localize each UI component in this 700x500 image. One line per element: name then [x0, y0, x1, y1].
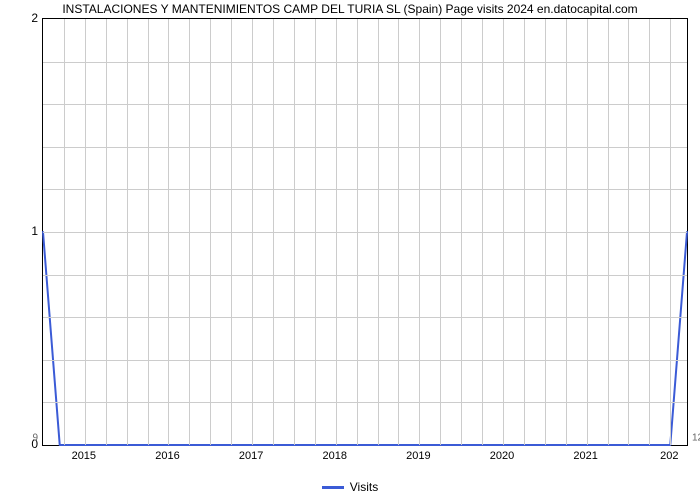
gridline-v: [336, 19, 337, 445]
gridline-h: [43, 147, 687, 148]
gridline-v: [670, 19, 671, 445]
gridline-v: [524, 19, 525, 445]
chart-container: INSTALACIONES Y MANTENIMIENTOS CAMP DEL …: [0, 0, 700, 500]
legend-swatch: [322, 486, 344, 489]
chart-title: INSTALACIONES Y MANTENIMIENTOS CAMP DEL …: [0, 2, 700, 16]
gridline-v: [608, 19, 609, 445]
gridline-v: [106, 19, 107, 445]
x-tick-label: 2017: [239, 450, 263, 462]
x-tick-label: 2020: [490, 450, 514, 462]
small-label-left: 9: [32, 433, 38, 444]
x-tick-label: 2019: [406, 450, 430, 462]
gridline-v: [440, 19, 441, 445]
gridline-v: [127, 19, 128, 445]
gridline-h: [43, 232, 687, 233]
gridline-v: [189, 19, 190, 445]
gridline-v: [294, 19, 295, 445]
gridline-v: [419, 19, 420, 445]
gridline-h: [43, 62, 687, 63]
legend-label: Visits: [350, 480, 378, 494]
gridline-v: [252, 19, 253, 445]
gridline-v: [210, 19, 211, 445]
gridline-v: [168, 19, 169, 445]
y-tick-label: 2: [31, 11, 38, 25]
gridline-v: [503, 19, 504, 445]
gridline-h: [43, 189, 687, 190]
gridline-v: [148, 19, 149, 445]
x-tick-label: 2021: [573, 450, 597, 462]
gridline-v: [273, 19, 274, 445]
gridline-h: [43, 317, 687, 318]
gridline-v: [357, 19, 358, 445]
gridline-v: [378, 19, 379, 445]
plot-area: [42, 18, 688, 446]
small-label-right: 12: [692, 433, 700, 444]
x-tick-label: 202: [660, 450, 678, 462]
legend: Visits: [0, 480, 700, 494]
gridline-v: [628, 19, 629, 445]
y-tick-label: 1: [31, 224, 38, 238]
gridline-h: [43, 360, 687, 361]
gridline-v: [398, 19, 399, 445]
gridline-v: [315, 19, 316, 445]
x-tick-label: 2015: [72, 450, 96, 462]
gridline-v: [64, 19, 65, 445]
gridline-h: [43, 402, 687, 403]
gridline-h: [43, 275, 687, 276]
x-tick-label: 2018: [322, 450, 346, 462]
gridline-v: [461, 19, 462, 445]
gridline-v: [85, 19, 86, 445]
gridline-h: [43, 104, 687, 105]
gridline-v: [587, 19, 588, 445]
x-tick-label: 2016: [155, 450, 179, 462]
gridline-v: [649, 19, 650, 445]
gridline-v: [482, 19, 483, 445]
gridline-v: [545, 19, 546, 445]
gridline-v: [566, 19, 567, 445]
gridline-v: [231, 19, 232, 445]
